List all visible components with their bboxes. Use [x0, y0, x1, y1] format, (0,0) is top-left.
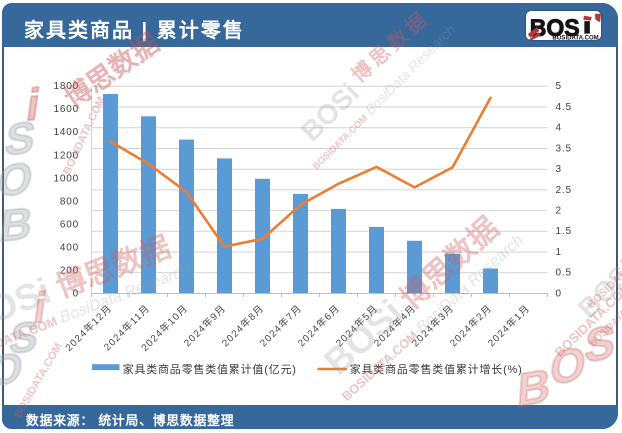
svg-text:1200: 1200	[54, 150, 79, 161]
svg-text:1.5: 1.5	[556, 226, 572, 237]
svg-text:1: 1	[556, 247, 562, 258]
svg-text:1600: 1600	[54, 104, 79, 115]
svg-text:3.5: 3.5	[556, 143, 572, 154]
svg-text:1400: 1400	[54, 127, 79, 138]
svg-text:BOSIDATA.COM: BOSIDATA.COM	[552, 34, 599, 40]
svg-text:800: 800	[60, 196, 79, 207]
svg-text:家具类商品零售类值累计值(亿元): 家具类商品零售类值累计值(亿元)	[123, 362, 297, 376]
svg-text:2: 2	[556, 206, 562, 217]
svg-text:0: 0	[73, 288, 79, 299]
svg-text:家具类商品零售类值累计增长(%): 家具类商品零售类值累计增长(%)	[350, 362, 523, 376]
svg-text:600: 600	[60, 219, 79, 230]
svg-text:4.5: 4.5	[556, 102, 572, 113]
svg-text:200: 200	[60, 265, 79, 276]
svg-text:1000: 1000	[54, 173, 79, 184]
svg-text:4: 4	[556, 123, 562, 134]
svg-text:400: 400	[60, 242, 79, 253]
svg-text:1800: 1800	[54, 81, 79, 92]
svg-text:5: 5	[556, 81, 562, 92]
svg-text:2.5: 2.5	[556, 185, 572, 196]
svg-text:3: 3	[556, 164, 562, 175]
svg-text:0.5: 0.5	[556, 268, 572, 279]
svg-text:0: 0	[556, 288, 562, 299]
